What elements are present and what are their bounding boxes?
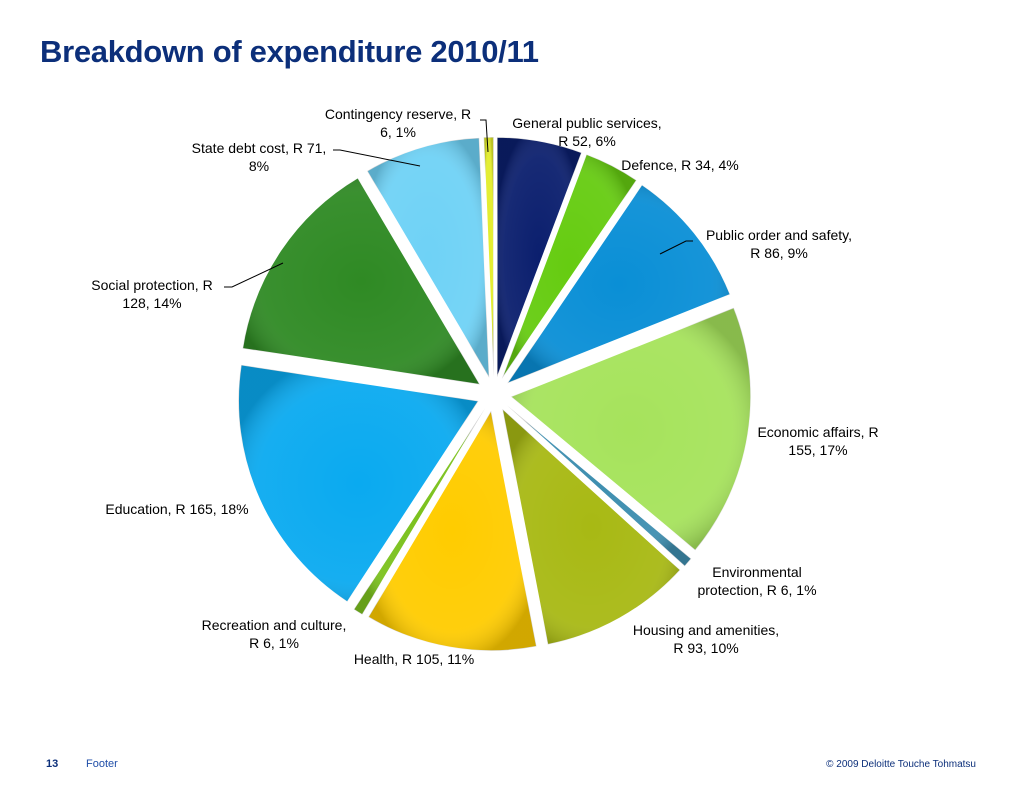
- pie-slice-shading-contingency-reserve: [483, 137, 494, 378]
- slice-label-line: Contingency reserve, R: [325, 106, 471, 122]
- pie-slice-shading-housing-and-amenities: [502, 408, 681, 645]
- slice-label-line: R 6, 1%: [249, 635, 299, 651]
- leader-line-social-protection: [224, 262, 284, 288]
- pie-slice-shading-economic-affairs: [510, 307, 751, 551]
- slice-label-general-public-services: General public services, R 52, 6%: [512, 115, 661, 149]
- label-leader-lines: [224, 119, 693, 288]
- copyright-notice: © 2009 Deloitte Touche Tohmatsu: [826, 759, 976, 770]
- pie-slice-shading-public-order-and-safety: [507, 184, 731, 384]
- slice-label-line: Economic affairs, R: [757, 424, 878, 440]
- pie-slice-shading-education: [238, 364, 479, 602]
- slice-label-line: 155, 17%: [788, 442, 847, 458]
- slice-label-line: Housing and amenities,: [633, 622, 779, 638]
- slice-label-health: Health, R 105, 11%: [354, 651, 474, 667]
- slice-label-housing-and-amenities: Housing and amenities, R 93, 10%: [633, 622, 779, 656]
- slice-label-economic-affairs: Economic affairs, R 155, 17%: [757, 424, 878, 458]
- slice-label-public-order-and-safety: Public order and safety, R 86, 9%: [706, 227, 852, 261]
- slice-label-line: Social protection, R: [91, 277, 212, 293]
- pie-slice-shading-general-public-services: [497, 137, 582, 378]
- pie-slice-shading-state-debt-cost: [367, 137, 490, 378]
- slice-label-education: Education, R 165, 18%: [105, 501, 248, 517]
- leader-line-contingency-reserve: [480, 119, 489, 153]
- slice-labels: General public services, R 52, 6% Defence,…: [91, 106, 878, 667]
- slice-label-line: 128, 14%: [122, 295, 181, 311]
- slice-label-line: Defence, R 34, 4%: [621, 157, 739, 173]
- slice-label-line: 6, 1%: [380, 124, 416, 140]
- pie-slice-shading-recreation-and-culture: [353, 408, 486, 615]
- slice-label-contingency-reserve: Contingency reserve, R 6, 1%: [325, 106, 471, 140]
- pie-slice-shading-social-protection: [242, 177, 480, 385]
- slice-label-line: R 93, 10%: [673, 640, 738, 656]
- slice-label-line: protection, R 6, 1%: [697, 582, 816, 598]
- slice-label-recreation-and-culture: Recreation and culture, R 6, 1%: [202, 617, 347, 651]
- slide-title: Breakdown of expenditure 2010/11: [40, 34, 539, 69]
- slice-label-state-debt-cost: State debt cost, R 71, 8%: [192, 140, 327, 174]
- slice-label-line: State debt cost, R 71,: [192, 140, 327, 156]
- pie-slice-shading-environmental-protection: [506, 405, 692, 567]
- slice-label-line: Health, R 105, 11%: [354, 651, 474, 667]
- slice-label-line: R 86, 9%: [750, 245, 808, 261]
- slice-label-line: Public order and safety,: [706, 227, 852, 243]
- slice-label-environmental-protection: Environmental protection, R 6, 1%: [697, 564, 816, 598]
- slice-label-defence: Defence, R 34, 4%: [621, 157, 739, 173]
- pie-slice-shading-health: [368, 410, 537, 651]
- slice-label-social-protection: Social protection, R 128, 14%: [91, 277, 212, 311]
- slice-label-line: Recreation and culture,: [202, 617, 347, 633]
- slice-label-line: Environmental: [712, 564, 802, 580]
- slice-label-line: Education, R 165, 18%: [105, 501, 248, 517]
- leader-line-public-order-and-safety: [659, 240, 693, 255]
- leader-line-state-debt-cost: [333, 149, 421, 167]
- slice-label-line: R 52, 6%: [558, 133, 616, 149]
- page-number: 13: [46, 758, 59, 770]
- pie-slice-shading-defence: [501, 154, 637, 379]
- slice-label-line: 8%: [249, 158, 269, 174]
- pie-slices: [237, 136, 752, 652]
- footer-text: Footer: [86, 758, 118, 770]
- slice-label-line: General public services,: [512, 115, 661, 131]
